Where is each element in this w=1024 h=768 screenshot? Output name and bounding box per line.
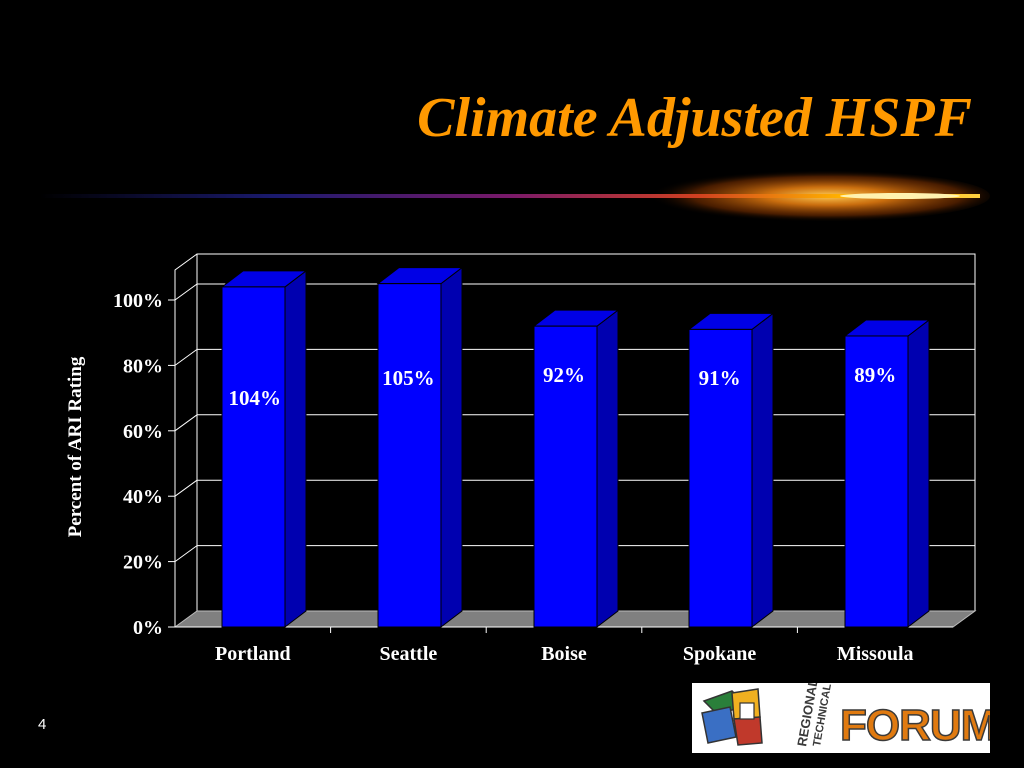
- bar-front: [844, 335, 909, 628]
- y-axis-label: Percent of ARI Rating: [65, 356, 86, 537]
- bar-side: [440, 266, 463, 629]
- bar-portland: 104%: [220, 269, 308, 629]
- bar-side: [907, 318, 930, 629]
- data-label: 91%: [699, 366, 741, 390]
- bar-spokane: 91%: [687, 312, 775, 629]
- x-tick-label: Portland: [215, 643, 291, 665]
- bar-boise: 92%: [532, 309, 620, 629]
- data-label: 105%: [382, 366, 435, 390]
- chart-side-wall: [174, 253, 198, 627]
- x-axis-labels: Portland Seattle Boise Spokane Missoula: [215, 627, 914, 665]
- bar-seattle: 105%: [376, 266, 464, 629]
- bar-front: [377, 283, 442, 628]
- bar-side: [284, 269, 307, 629]
- bar-missoula: 89%: [843, 318, 931, 629]
- gridline-side: [174, 348, 198, 366]
- x-tick-label: Spokane: [683, 643, 756, 665]
- chart-back-wall: [196, 253, 976, 611]
- x-tick-label: Seattle: [380, 643, 438, 665]
- regional-technical-forum-logo: REGIONAL TECHNICAL FORUM: [692, 683, 990, 753]
- gridline-side: [174, 479, 198, 497]
- gridline-side: [174, 283, 198, 301]
- data-label: 89%: [854, 363, 896, 387]
- boxes-icon: [701, 688, 763, 746]
- y-tick-label: 20%: [123, 552, 163, 574]
- bar-front: [533, 325, 598, 628]
- bar-front: [221, 286, 286, 628]
- bar-side: [751, 312, 774, 629]
- gridline-side: [174, 414, 198, 432]
- bar-side: [596, 309, 619, 629]
- y-tick-label: 0%: [133, 617, 163, 639]
- data-label: 92%: [543, 363, 585, 387]
- y-tick-label: 40%: [123, 486, 163, 508]
- gridline-side: [174, 545, 198, 563]
- chart-frame: [174, 253, 976, 627]
- bar-chart: 0% 20% 40% 60% 80% 100% 104% 105% 92% 91% 89% Por…: [65, 253, 977, 665]
- decorative-divider: [40, 170, 990, 222]
- y-tick-label: 80%: [123, 355, 163, 377]
- y-tick-label: 100%: [113, 290, 163, 312]
- slide-title: Climate Adjusted HSPF: [417, 87, 972, 149]
- logo-wordmark: FORUM: [840, 701, 990, 750]
- x-tick-label: Missoula: [837, 643, 914, 665]
- slide-number: 4: [38, 716, 47, 733]
- y-tick-label: 60%: [123, 421, 163, 443]
- x-tick-label: Boise: [541, 643, 587, 665]
- chart-bars: 104% 105% 92% 91% 89%: [220, 266, 931, 629]
- data-label: 104%: [229, 386, 282, 410]
- y-axis-ticks: 0% 20% 40% 60% 80% 100%: [113, 290, 175, 639]
- bar-front: [688, 328, 753, 628]
